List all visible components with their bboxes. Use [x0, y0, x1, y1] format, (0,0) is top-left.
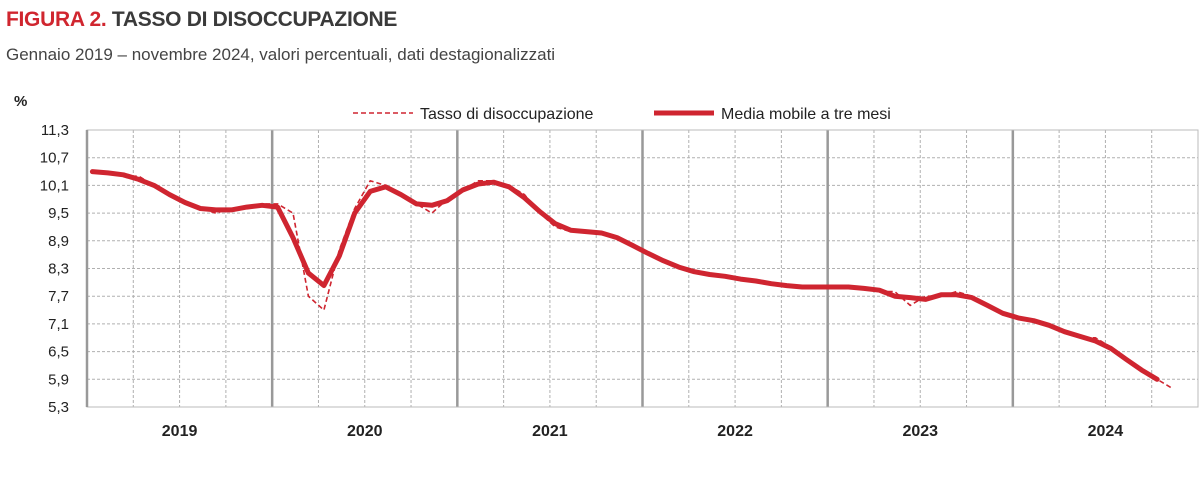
legend: Tasso di disoccupazione Media mobile a t…: [353, 106, 891, 123]
y-tick-label: 8,3: [48, 261, 69, 278]
x-tick-label: 2019: [162, 423, 198, 440]
chart-subtitle: Gennaio 2019 – novembre 2024, valori per…: [6, 45, 556, 64]
y-tick-label: 7,1: [48, 316, 69, 333]
series-line-media-mobile: [89, 169, 1160, 382]
figure-number: FIGURA 2.: [6, 8, 107, 31]
y-tick-label: 10,7: [40, 150, 69, 167]
legend-label-tasso: Tasso di disoccupazione: [420, 106, 594, 123]
y-tick-label: 6,5: [48, 344, 69, 361]
x-tick-label: 2021: [532, 423, 568, 440]
y-tick-label: 11,3: [41, 122, 69, 139]
y-tick-label: 7,7: [48, 288, 69, 305]
x-tick-label: 2024: [1088, 423, 1124, 440]
x-tick-label: 2022: [717, 423, 753, 440]
y-tick-label: 10,1: [40, 177, 69, 194]
y-tick-label: 5,9: [48, 371, 69, 388]
title-text: TASSO DI DISOCCUPAZIONE: [111, 8, 398, 31]
x-tick-label: 2020: [347, 423, 383, 440]
legend-label-media: Media mobile a tre mesi: [721, 106, 891, 123]
y-tick-label: 8,9: [48, 233, 69, 250]
y-axis-label: %: [14, 93, 27, 110]
y-tick-label: 9,5: [48, 205, 69, 222]
y-tick-label: 5,3: [48, 399, 69, 416]
x-tick-label: 2023: [902, 423, 938, 440]
chart-title: FIGURA 2. TASSO DI DISOCCUPAZIONE: [6, 8, 397, 32]
